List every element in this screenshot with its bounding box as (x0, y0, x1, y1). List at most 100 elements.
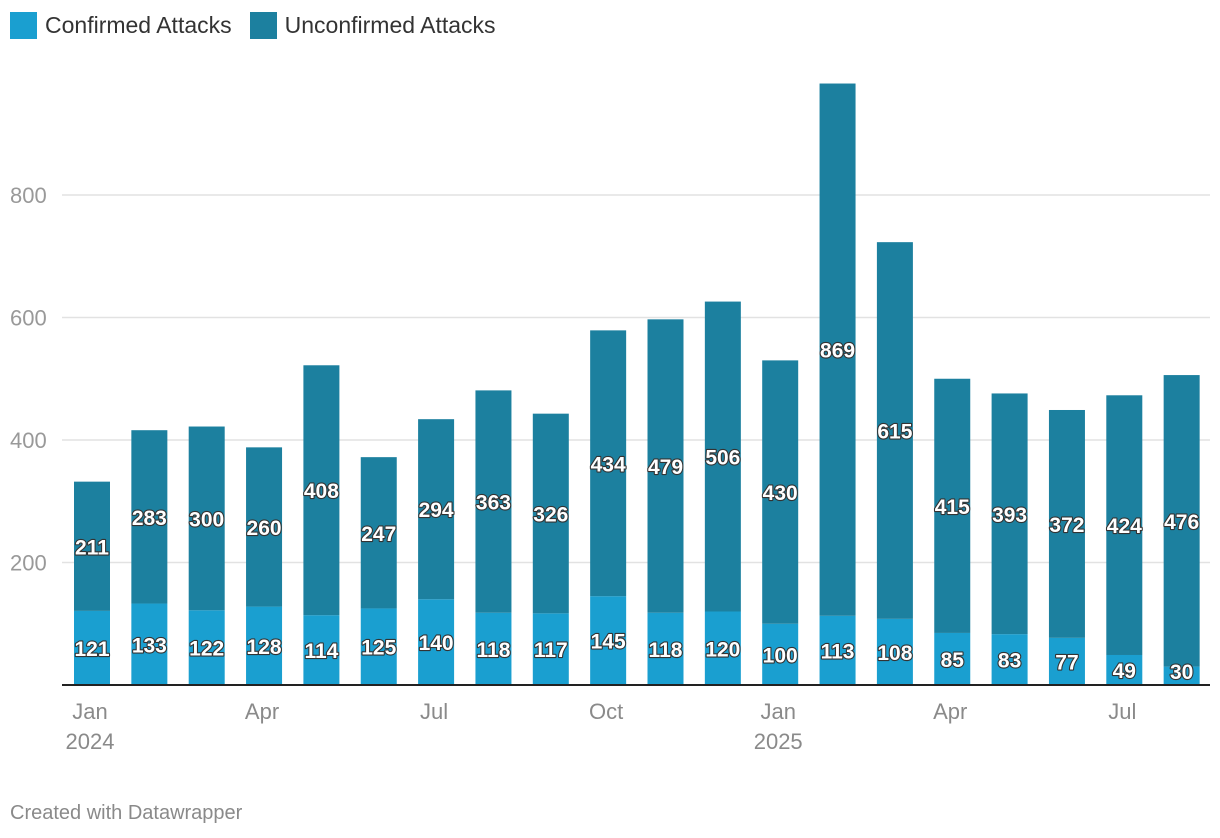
value-label-unconfirmed: 211 (75, 536, 109, 559)
value-label-confirmed: 125 (361, 637, 396, 660)
x-tick-label: Jul (420, 699, 448, 724)
bar-unconfirmed (188, 426, 225, 611)
value-label-unconfirmed: 434 (591, 453, 626, 476)
value-label-unconfirmed: 615 (877, 421, 912, 444)
bar-unconfirmed (704, 301, 741, 612)
value-label-confirmed: 118 (477, 639, 511, 662)
value-label-unconfirmed: 294 (419, 499, 454, 522)
value-label-unconfirmed: 372 (1049, 514, 1084, 537)
bar-confirmed (704, 611, 741, 685)
legend-swatch-unconfirmed (249, 12, 277, 39)
legend-item-unconfirmed: Unconfirmed Attacks (249, 12, 496, 39)
value-label-unconfirmed: 300 (189, 508, 224, 531)
bar-unconfirmed (131, 430, 168, 604)
chart-legend: Confirmed Attacks Unconfirmed Attacks (10, 12, 496, 39)
y-tick-label: 400 (10, 428, 47, 453)
value-label-confirmed: 113 (821, 640, 855, 663)
bar-confirmed (1106, 654, 1143, 685)
value-label-confirmed: 145 (591, 631, 626, 654)
bar-confirmed (762, 623, 799, 685)
bar-confirmed (74, 610, 110, 685)
value-label-confirmed: 83 (998, 650, 1021, 673)
value-label-unconfirmed: 476 (1164, 511, 1199, 534)
value-label-unconfirmed: 430 (763, 482, 798, 505)
value-label-confirmed: 30 (1170, 661, 1193, 684)
bar-unconfirmed (934, 378, 971, 633)
x-tick-label: Jan (72, 699, 107, 724)
bar-confirmed (303, 615, 340, 685)
bar-confirmed (934, 632, 971, 685)
bar-confirmed (590, 596, 627, 685)
value-label-confirmed: 121 (74, 638, 109, 661)
bar-unconfirmed (418, 419, 455, 600)
bar-confirmed (532, 613, 569, 685)
value-label-confirmed: 117 (534, 639, 568, 662)
bar-unconfirmed (246, 447, 283, 607)
gridlines (62, 194, 1210, 564)
value-label-confirmed: 85 (941, 649, 965, 672)
value-label-confirmed: 122 (189, 638, 224, 661)
value-label-unconfirmed: 393 (992, 504, 1027, 527)
x-tick-label: Jul (1108, 699, 1136, 724)
x-tick-year-label: 2025 (754, 729, 803, 754)
value-label-confirmed: 120 (705, 638, 740, 661)
bar-unconfirmed (876, 242, 913, 619)
bar-confirmed (131, 603, 168, 685)
value-label-unconfirmed: 869 (820, 340, 855, 363)
y-tick-label: 200 (10, 551, 47, 576)
bar-unconfirmed (1048, 409, 1085, 638)
bar-unconfirmed (532, 413, 569, 614)
value-label-unconfirmed: 479 (648, 456, 683, 479)
bar-confirmed (1048, 637, 1085, 685)
value-label-confirmed: 108 (877, 642, 912, 665)
value-label-unconfirmed: 408 (304, 480, 339, 503)
bar-unconfirmed (647, 319, 684, 613)
bar-confirmed (418, 599, 455, 685)
value-label-unconfirmed: 326 (533, 504, 568, 527)
bar-unconfirmed (590, 330, 627, 597)
bar-confirmed (819, 615, 856, 685)
y-tick-label: 600 (10, 306, 47, 331)
bar-unconfirmed (360, 457, 397, 609)
bar-confirmed (1163, 666, 1200, 685)
bar-confirmed (360, 608, 397, 685)
value-label-confirmed: 133 (132, 634, 167, 657)
value-label-confirmed: 77 (1055, 651, 1078, 674)
value-label-confirmed: 114 (304, 640, 338, 663)
bar-unconfirmed (1163, 375, 1200, 667)
bar-confirmed (475, 612, 512, 685)
value-label-unconfirmed: 283 (132, 507, 167, 530)
legend-label-confirmed: Confirmed Attacks (45, 12, 232, 38)
y-axis: 200 400 600 800 (10, 183, 47, 576)
x-axis: Jan 2024 Apr Jul Oct Jan 2025 Apr Jul (62, 684, 1210, 754)
bar-confirmed (246, 606, 283, 685)
x-tick-label: Apr (245, 699, 279, 724)
value-label-unconfirmed: 363 (476, 492, 511, 515)
stacked-bar-chart: 200 400 600 800 121 211 133 283 122 300 128 260 114… (10, 83, 1210, 754)
bars (74, 83, 1200, 685)
bar-confirmed (188, 610, 225, 685)
value-label-confirmed: 100 (763, 644, 798, 667)
value-label-unconfirmed: 506 (705, 447, 740, 470)
bar-unconfirmed (991, 393, 1028, 635)
bar-confirmed (647, 612, 684, 685)
bar-unconfirmed (819, 83, 856, 616)
value-label-confirmed: 128 (247, 636, 282, 659)
x-tick-label: Apr (933, 699, 967, 724)
y-tick-label: 800 (10, 183, 47, 208)
x-tick-label: Oct (589, 699, 623, 724)
x-tick-label: Jan (760, 699, 795, 724)
value-label-confirmed: 140 (419, 632, 454, 655)
value-labels: 121 211 133 283 122 300 128 260 114 408 125 247 140 2… (73, 339, 1200, 686)
value-label-unconfirmed: 424 (1107, 515, 1142, 538)
legend-item-confirmed: Confirmed Attacks (10, 12, 232, 39)
bar-confirmed (876, 618, 913, 685)
credit-text: Created with Datawrapper (10, 802, 243, 824)
legend-label-unconfirmed: Unconfirmed Attacks (284, 12, 496, 38)
value-label-unconfirmed: 415 (935, 496, 970, 519)
bar-unconfirmed (475, 390, 512, 613)
bar-confirmed (991, 634, 1028, 685)
value-label-confirmed: 49 (1113, 660, 1136, 683)
bar-unconfirmed (762, 360, 799, 624)
value-label-confirmed: 118 (649, 639, 683, 662)
